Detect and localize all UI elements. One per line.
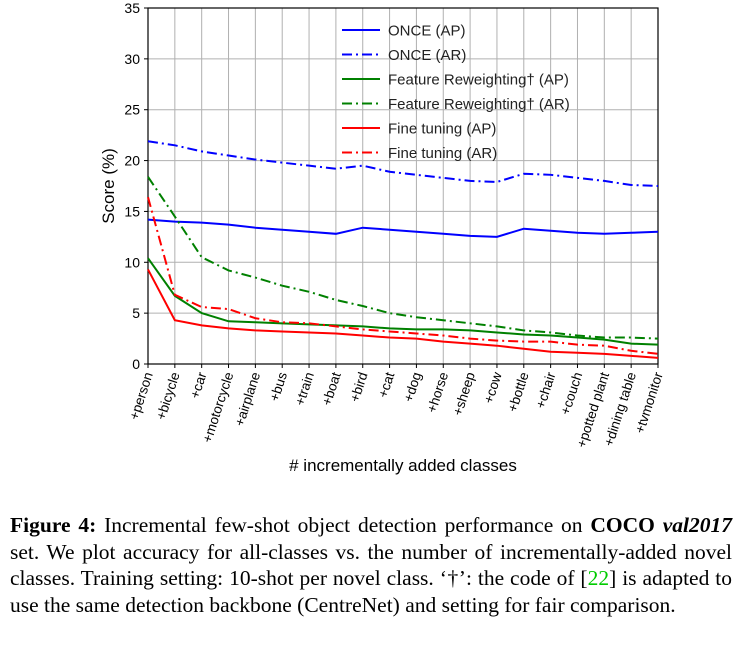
y-tick-label: 10 [124,254,140,270]
y-tick-label: 20 [124,153,140,169]
series-line-5 [147,196,659,355]
x-tick-label: +bottle [505,370,532,414]
y-tick-label: 15 [124,203,140,219]
legend-label: ONCE (AR) [388,47,466,64]
x-tick-label: +boat [319,370,344,407]
y-tick-label: 0 [132,356,140,372]
x-tick-label: +person [126,370,155,421]
legend-label: Feature Reweighting† (AR) [388,96,570,113]
series-line-4 [147,268,659,359]
x-tick-label: +sheep [450,370,478,417]
x-tick-label: +airplane [232,370,264,428]
y-tick-label: 30 [124,51,140,67]
caption-split: val2017 [662,513,732,537]
caption-text: set. We plot accuracy for all-classes vs… [10,539,732,591]
series-line-3 [147,176,659,340]
legend-label: Feature Reweighting† (AP) [388,72,569,89]
legend-label: ONCE (AP) [388,23,466,40]
legend-label: Fine tuning (AR) [388,145,497,162]
caption-dataset: COCO [590,513,655,537]
citation-link[interactable]: 22 [587,566,610,590]
caption-text: Incremental few-shot object detection pe… [96,513,591,537]
x-tick-label: +horse [424,370,451,414]
caption-text: ] is adapted to use the same detection b… [10,566,733,617]
x-tick-label: +chair [533,370,559,410]
figure-caption: Figure 4: Incremental few-shot object de… [10,512,732,618]
legend-label: Fine tuning (AP) [388,121,496,138]
y-axis-label: Score (%) [99,148,118,224]
x-tick-label: +dog [401,370,425,404]
x-tick-label: +couch [557,370,585,416]
x-tick-label: +train [292,370,317,407]
x-tick-label: +car [187,370,210,400]
y-tick-label: 5 [132,305,140,321]
y-tick-label: 25 [124,102,140,118]
x-tick-label: +bus [267,370,291,403]
x-tick-label: +bicycle [153,370,182,421]
series-line-0 [147,218,659,238]
x-tick-label: +cat [375,370,397,399]
series-line-1 [147,140,659,187]
y-tick-label: 35 [124,0,140,16]
series-line-2 [147,257,659,346]
x-tick-label: +bird [347,370,371,404]
x-tick-label: +cow [481,370,505,405]
caption-label: Figure 4: [10,513,97,537]
x-axis-label: # incrementally added classes [289,456,517,475]
